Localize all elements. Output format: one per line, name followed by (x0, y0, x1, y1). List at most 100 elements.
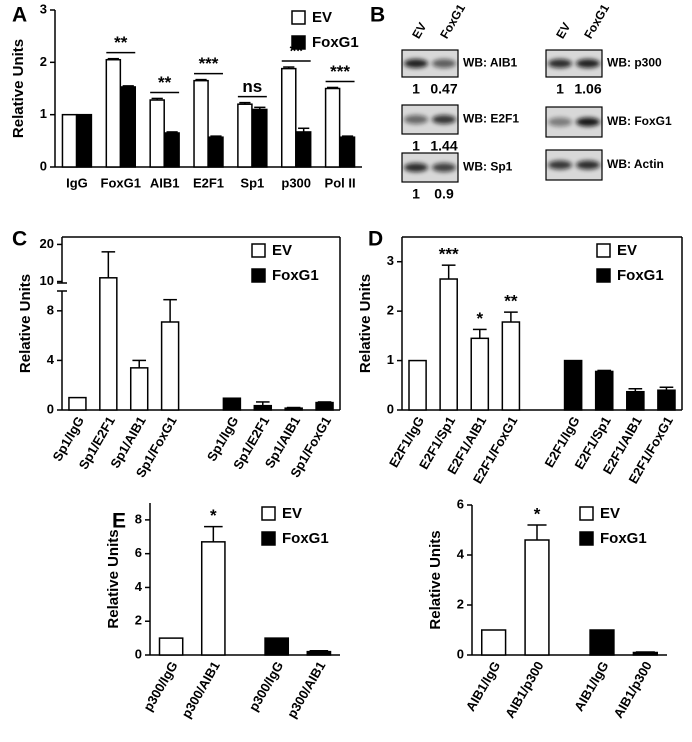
legend-swatch (291, 10, 306, 25)
significance-label: * (534, 504, 541, 523)
bar (105, 58, 122, 168)
panel-letter: A (12, 4, 27, 27)
error-bar (527, 524, 547, 540)
y-tick-label: 2 (457, 596, 464, 611)
legend-label: FoxG1 (272, 267, 319, 284)
bar (657, 389, 676, 411)
legend-swatch (261, 531, 276, 546)
legend-swatch (579, 531, 594, 546)
blot-label: WB: FoxG1 (607, 114, 672, 128)
error-bar (283, 66, 295, 69)
y-tick-label: 4 (457, 546, 465, 561)
error-bar (204, 525, 223, 542)
blot-band (432, 163, 456, 172)
bar (563, 359, 583, 411)
significance-label: ** (158, 73, 172, 92)
blot-band (548, 117, 572, 127)
blot-label: WB: Actin (607, 157, 664, 171)
y-tick-label: 2 (40, 54, 47, 69)
x-tick-label: FoxG1 (101, 175, 141, 190)
panel-letter: D (368, 228, 383, 251)
lane-label: EV (553, 20, 573, 41)
bar (481, 629, 507, 656)
legend-label: EV (272, 242, 292, 259)
panel-letter: C (12, 228, 27, 251)
significance-label: * (476, 309, 483, 328)
significance-label: *** (330, 62, 350, 81)
y-tick-label: 0 (387, 401, 394, 416)
blot-quant: 1.06 (574, 81, 601, 97)
lane-label: FoxG1 (581, 1, 612, 41)
y-axis-label: Relative Units (17, 274, 34, 373)
x-tick-label: Pol II (325, 175, 356, 190)
bar (594, 370, 614, 411)
error-bar (122, 85, 134, 87)
blot-quant: 1 (412, 138, 420, 154)
bar (253, 404, 273, 411)
bar (439, 278, 458, 411)
y-tick-label: 20 (40, 236, 54, 251)
legend-swatch (251, 268, 266, 283)
significance-label: ** (504, 292, 518, 311)
y-tick-label: 10 (40, 273, 54, 288)
blot-band (576, 117, 600, 127)
y-tick-label: 4 (135, 579, 143, 594)
bar (632, 651, 659, 656)
x-tick-label: p300/AIB1 (284, 659, 328, 721)
bar (626, 390, 645, 411)
legend-swatch (291, 35, 306, 50)
blot-band (576, 160, 600, 170)
bar (222, 397, 242, 411)
error-bar (327, 86, 339, 89)
x-tick-label: AIB1 (150, 175, 180, 190)
error-bar (163, 298, 177, 322)
panel-letter: E (112, 510, 126, 533)
error-bar (659, 386, 674, 391)
bar (264, 637, 290, 656)
blot-band (432, 59, 456, 68)
y-tick-label: 0 (47, 401, 54, 416)
bar (237, 103, 253, 168)
significance-label: ** (114, 33, 128, 52)
blot-label: WB: Sp1 (463, 160, 513, 174)
bar (324, 87, 341, 168)
y-tick-label: 1 (40, 106, 47, 121)
blot-quant: 1 (556, 81, 564, 97)
error-bar (255, 401, 270, 406)
x-tick-label: E2F1 (193, 175, 224, 190)
bar (120, 86, 137, 168)
significance-label: *** (199, 54, 219, 73)
blot-band (432, 115, 456, 124)
bar (208, 136, 224, 168)
blot-band (548, 160, 572, 170)
y-tick-label: 2 (135, 613, 142, 628)
bar (315, 401, 334, 411)
y-axis-label: Relative Units (105, 529, 122, 628)
blot-band (404, 115, 428, 124)
panel-letter: B (370, 4, 385, 27)
x-tick-label: p300/AIB1 (178, 659, 222, 721)
error-bar (635, 651, 655, 653)
blot-label: WB: AIB1 (463, 56, 518, 70)
x-tick-label: AIB1/p300 (610, 659, 654, 721)
blot-band (404, 163, 428, 172)
blot-quant: 1 (412, 186, 420, 202)
bar (524, 539, 550, 656)
error-bar (309, 650, 329, 652)
legend-swatch (251, 243, 266, 258)
legend-swatch (579, 506, 594, 521)
y-tick-label: 2 (387, 303, 394, 318)
x-tick-label: AIB1/IgG (463, 659, 503, 714)
bar (200, 541, 226, 656)
significance-label: *** (439, 245, 459, 264)
legend-label: EV (600, 505, 620, 522)
error-bar (239, 101, 251, 105)
y-axis-label: Relative Units (357, 274, 374, 373)
bar (68, 396, 87, 411)
bar (164, 132, 180, 168)
lane-label: FoxG1 (437, 1, 468, 41)
y-axis-label: Relative Units (10, 39, 27, 138)
bar (61, 113, 78, 168)
error-bar (101, 251, 116, 278)
bar (158, 637, 184, 656)
